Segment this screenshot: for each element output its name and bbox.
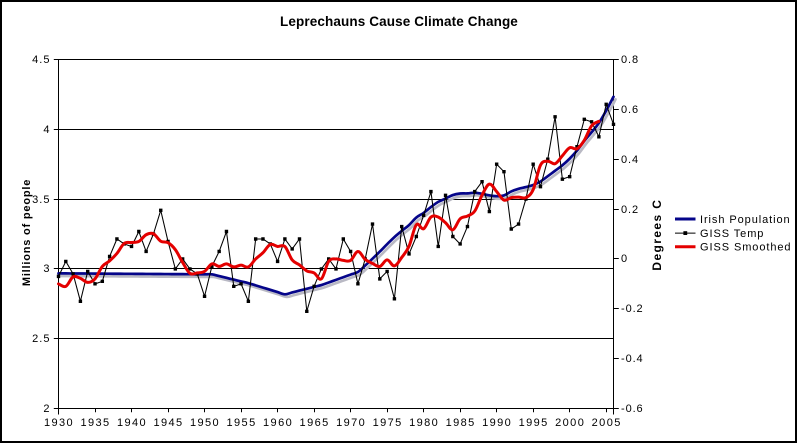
svg-text:0.6: 0.6	[621, 104, 639, 116]
svg-text:2.5: 2.5	[32, 333, 50, 345]
svg-text:1950: 1950	[190, 417, 220, 429]
svg-text:1990: 1990	[482, 417, 512, 429]
svg-text:0.4: 0.4	[621, 154, 639, 166]
svg-text:-0.2: -0.2	[621, 303, 644, 315]
svg-text:4.5: 4.5	[32, 54, 50, 66]
svg-text:2: 2	[43, 403, 50, 415]
svg-text:2005: 2005	[592, 417, 622, 429]
svg-text:1945: 1945	[154, 417, 184, 429]
svg-text:1955: 1955	[227, 417, 257, 429]
svg-text:2000: 2000	[555, 417, 585, 429]
svg-text:Leprechauns Cause Climate Chan: Leprechauns Cause Climate Change	[280, 14, 518, 29]
svg-text:1975: 1975	[373, 417, 403, 429]
svg-text:1985: 1985	[446, 417, 476, 429]
svg-text:0.2: 0.2	[621, 204, 639, 216]
svg-text:-0.6: -0.6	[621, 403, 644, 415]
svg-text:1930: 1930	[44, 417, 74, 429]
svg-text:1980: 1980	[409, 417, 439, 429]
svg-text:4: 4	[43, 124, 50, 136]
svg-text:3: 3	[43, 263, 50, 275]
svg-text:1935: 1935	[80, 417, 110, 429]
svg-text:Degrees C: Degrees C	[650, 199, 664, 271]
svg-text:1960: 1960	[263, 417, 293, 429]
svg-text:3.5: 3.5	[32, 194, 50, 206]
svg-text:1940: 1940	[117, 417, 147, 429]
svg-text:-0.4: -0.4	[621, 353, 644, 365]
svg-text:1965: 1965	[300, 417, 330, 429]
svg-text:Irish Population: Irish Population	[700, 214, 791, 226]
svg-text:GISS Smoothed: GISS Smoothed	[700, 242, 791, 254]
svg-text:1995: 1995	[519, 417, 549, 429]
svg-text:0.8: 0.8	[621, 54, 639, 66]
svg-text:0: 0	[621, 253, 628, 265]
svg-text:Millions of people: Millions of people	[21, 179, 33, 286]
svg-text:1970: 1970	[336, 417, 366, 429]
svg-text:GISS Temp: GISS Temp	[700, 228, 764, 240]
